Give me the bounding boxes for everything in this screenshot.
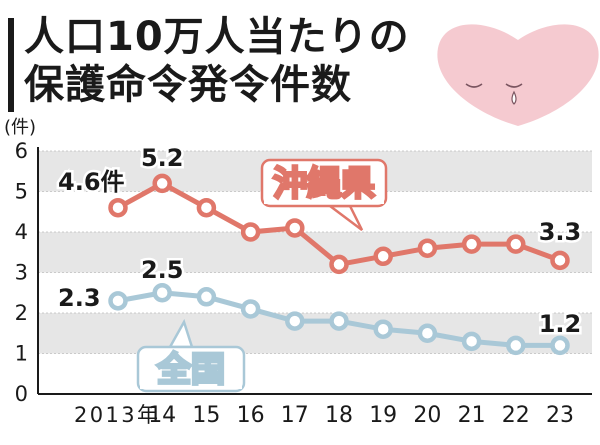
data-label: 2.3 [58, 284, 101, 312]
series-legend-okinawa-pointer-mask [264, 198, 384, 204]
data-label: 5.2 [141, 144, 184, 172]
series-legend-okinawa-box [260, 158, 388, 208]
data-point [373, 319, 393, 339]
data-point [506, 234, 526, 254]
y-tick-label: 3 [15, 261, 28, 285]
series-legend-national-box [136, 345, 246, 393]
data-point [240, 299, 261, 319]
title-accent-bar [8, 18, 14, 112]
series-legend-national-label: 全国 [156, 350, 225, 390]
data-point [329, 254, 349, 275]
heart-eye-left [465, 83, 483, 88]
y-tick-label: 5 [15, 180, 28, 204]
data-point [461, 234, 482, 254]
data-point [240, 222, 261, 242]
chart-title-line-2: 保護命令発令件数 [24, 62, 352, 108]
data-point [108, 291, 128, 311]
x-tick-label: 21 [458, 403, 486, 428]
heart-eye-right [505, 83, 523, 88]
series-legend-okinawa-label: 沖縄県 [273, 164, 375, 204]
data-point [550, 335, 570, 356]
data-point [196, 287, 217, 307]
data-point [285, 311, 305, 331]
data-point [196, 197, 217, 218]
data-point [329, 311, 349, 331]
series-legend-okinawa-pointer [326, 204, 364, 231]
x-tick-label: 19 [369, 403, 397, 428]
data-label: 1.2 [539, 310, 582, 338]
data-point [152, 283, 172, 303]
data-point [152, 173, 172, 194]
y-tick-label: 4 [15, 220, 28, 244]
chart-title-line-1: 人口10万人当たりの [24, 14, 410, 60]
y-tick-label: 1 [15, 342, 28, 366]
x-tick-label: 15 [192, 403, 220, 428]
data-point [373, 246, 393, 267]
series-legend-national-pointer-mask [140, 383, 242, 389]
data-point [550, 250, 570, 271]
x-tick-label: 2013年 [74, 403, 158, 427]
data-point [461, 331, 482, 352]
y-tick-label: 2 [15, 301, 28, 325]
data-label: 4.6件 [58, 168, 125, 196]
data-point [285, 218, 305, 238]
x-tick-label: 16 [237, 403, 265, 428]
x-tick-label: 18 [325, 403, 353, 428]
x-tick-label: 14 [148, 403, 176, 428]
x-tick-label: 23 [546, 403, 574, 428]
data-point [417, 323, 438, 343]
data-point [417, 238, 438, 258]
y-tick-label: 0 [15, 382, 28, 406]
data-point [506, 335, 526, 356]
grid-band [38, 232, 592, 273]
y-tick-label: 6 [15, 139, 28, 163]
x-tick-label: 22 [502, 403, 530, 428]
x-tick-label: 20 [413, 403, 441, 428]
y-axis-unit-label: (件) [4, 117, 36, 138]
x-tick-label: 17 [281, 403, 309, 428]
data-point [108, 197, 128, 218]
data-label: 3.3 [539, 218, 582, 246]
heart-illustration [437, 24, 599, 126]
heart-teardrop [511, 90, 517, 105]
data-label: 2.5 [141, 256, 184, 284]
